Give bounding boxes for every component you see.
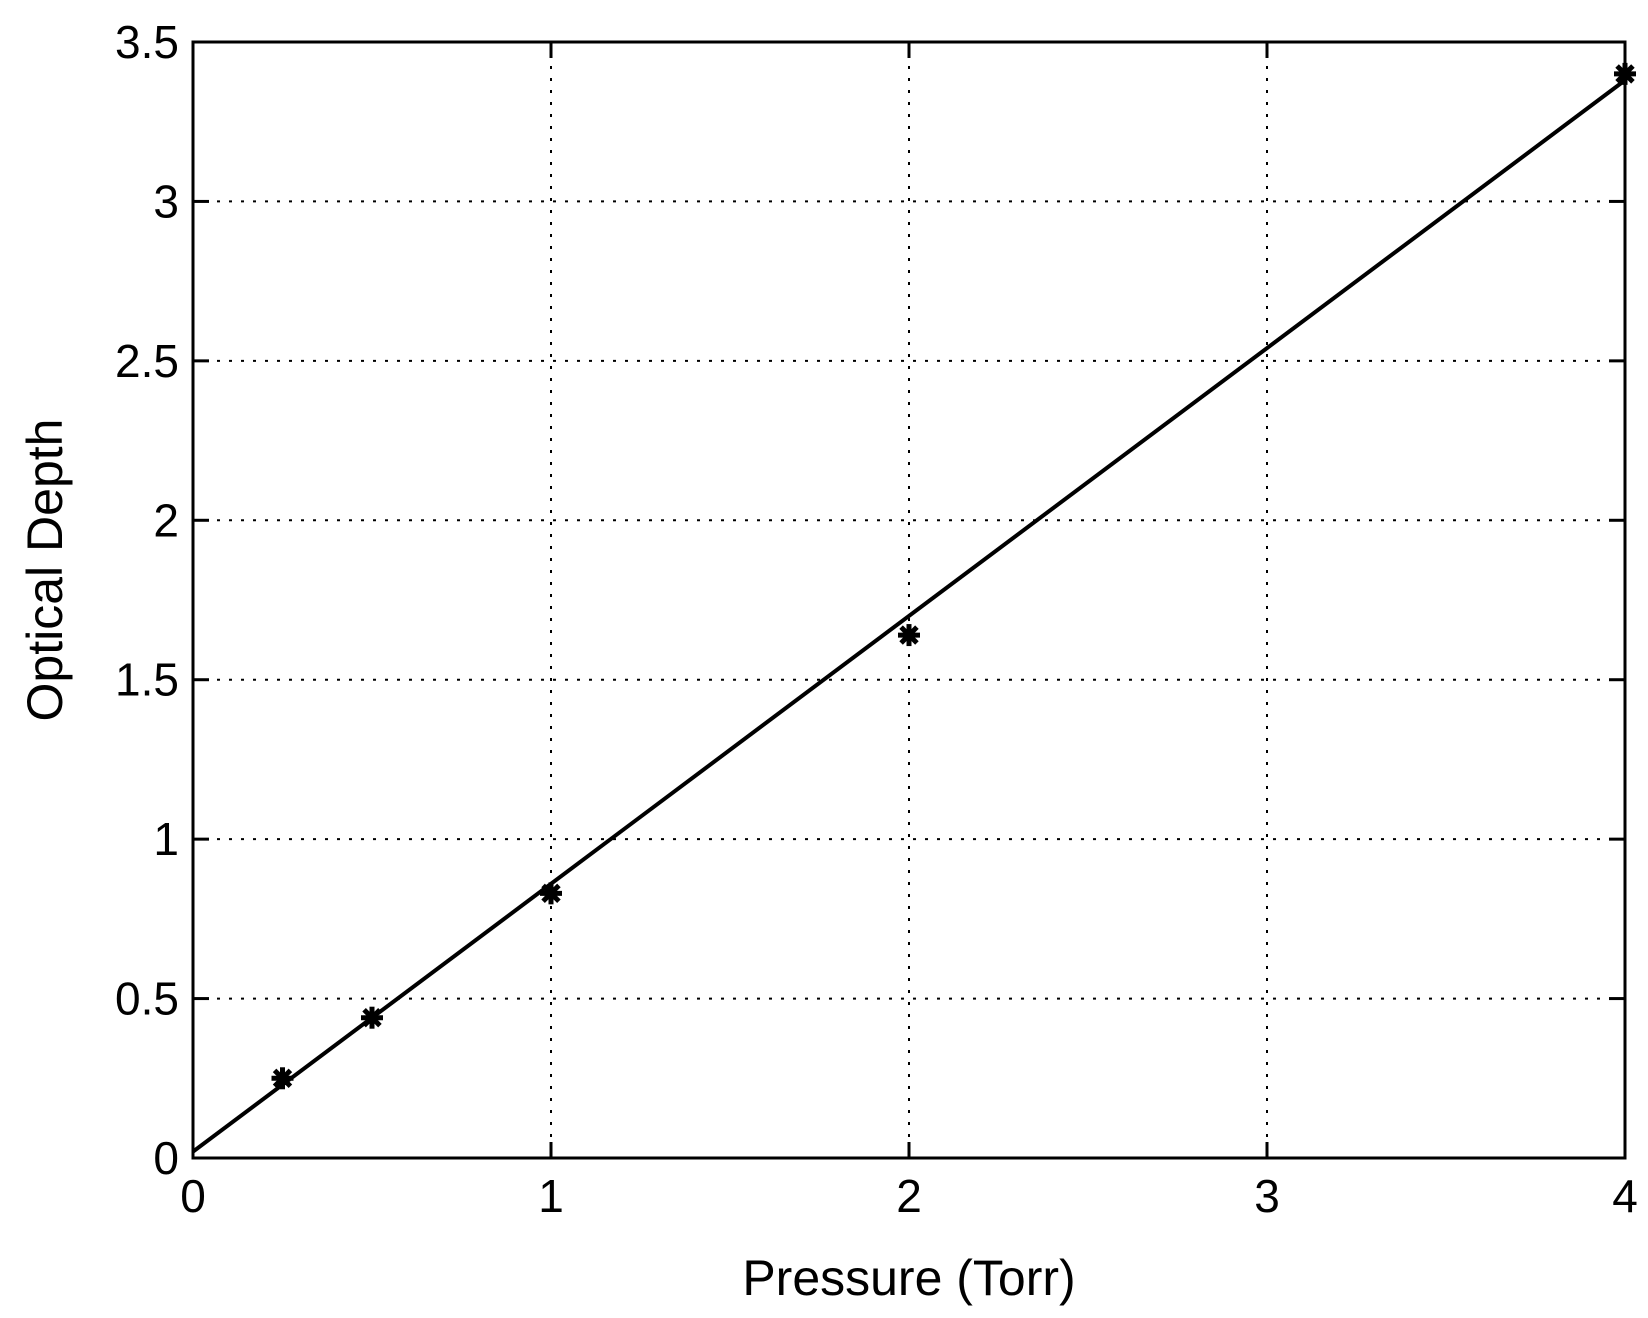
- y-axis-label: Optical Depth: [17, 419, 73, 722]
- y-tick-label: 0.5: [115, 973, 179, 1025]
- x-tick-label: 0: [180, 1170, 206, 1222]
- data-point: [361, 1006, 383, 1029]
- x-tick-label: 3: [1254, 1170, 1280, 1222]
- ticks: [191, 40, 1627, 1160]
- x-tick-label: 4: [1612, 1170, 1638, 1222]
- fit-line: [191, 78, 1627, 1154]
- y-tick-label: 0: [153, 1132, 179, 1184]
- y-tick-label: 2: [153, 494, 179, 546]
- y-tick-labels: 0 0.5 1 1.5 2 2.5 3 3.5: [115, 16, 179, 1184]
- y-tick-label: 3.5: [115, 16, 179, 68]
- x-axis-label: Pressure (Torr): [742, 1250, 1075, 1306]
- y-tick-label: 1.5: [115, 654, 179, 706]
- fit-line-group: [191, 78, 1627, 1154]
- y-tick-label: 2.5: [115, 335, 179, 387]
- y-tick-label: 1: [153, 813, 179, 865]
- data-point: [898, 624, 920, 647]
- x-tick-label: 2: [896, 1170, 922, 1222]
- data-point: [271, 1067, 294, 1090]
- x-tick-label: 1: [538, 1170, 564, 1222]
- data-point: [540, 882, 562, 905]
- x-tick-labels: 0 1 2 3 4: [180, 1170, 1638, 1222]
- y-tick-label: 3: [153, 175, 179, 227]
